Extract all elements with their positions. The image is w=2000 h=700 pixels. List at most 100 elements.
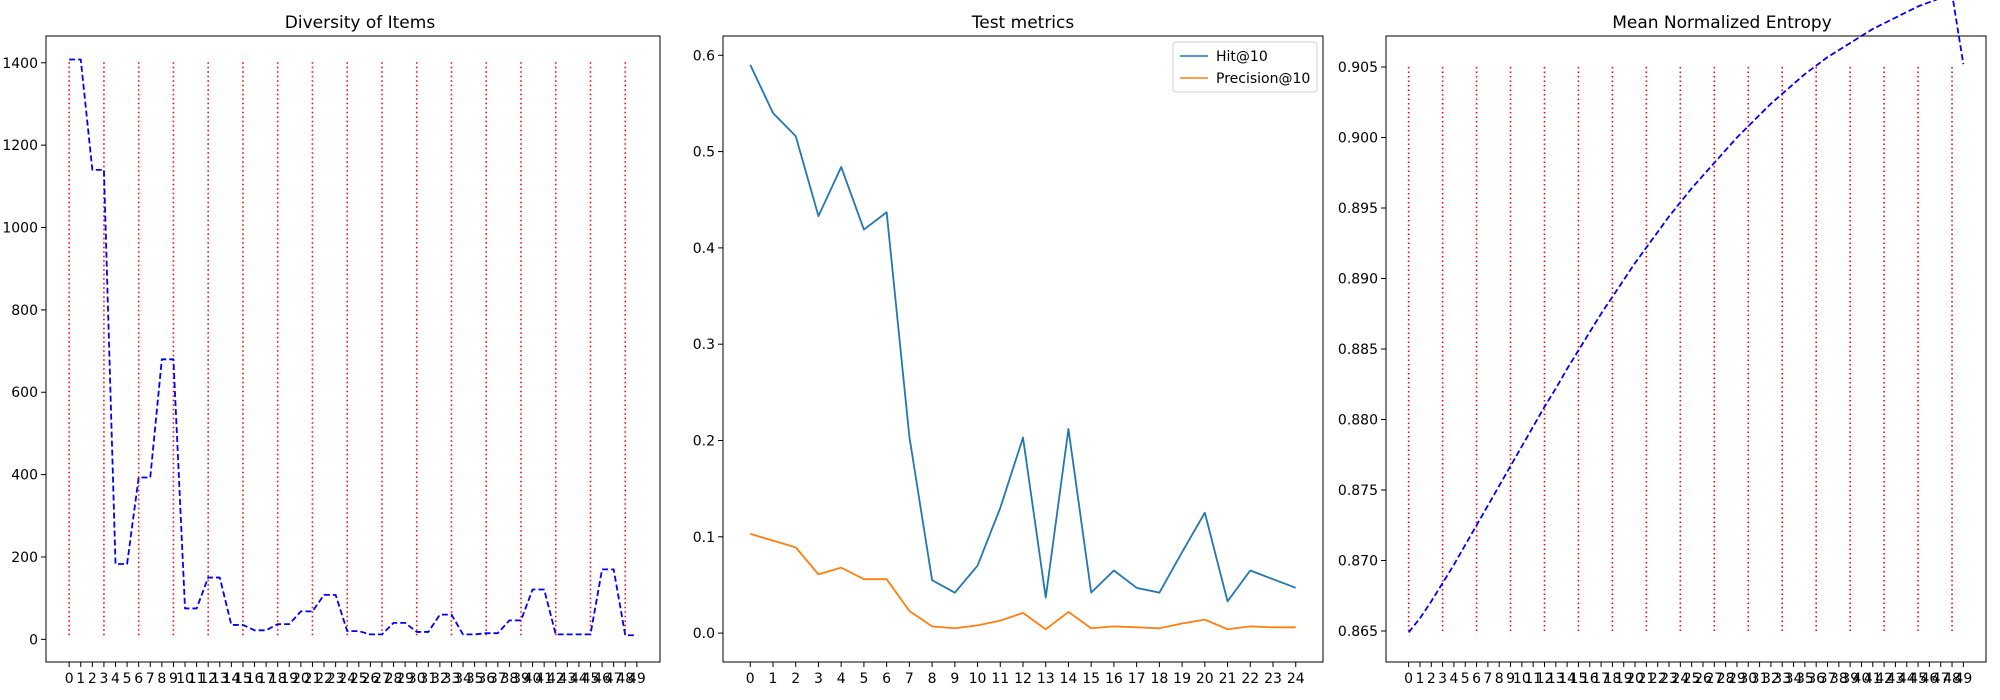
x-tick-label: 14 [1558, 671, 1576, 687]
x-tick-label: 3 [99, 671, 108, 687]
x-tick-label: 39 [1841, 671, 1859, 687]
x-tick-label: 12 [1536, 671, 1554, 687]
series-line-hit10 [749, 64, 1297, 603]
y-tick-label: 200 [11, 550, 38, 566]
x-tick-label: 28 [1717, 671, 1735, 687]
y-tick-label: 0 [29, 632, 38, 648]
x-tick-label: 14 [1060, 671, 1078, 687]
x-tick-label: 15 [1082, 671, 1100, 687]
x-tick-label: 38 [1830, 671, 1848, 687]
chart-title: Mean Normalized Entropy [1612, 13, 1832, 33]
x-tick-label: 12 [1014, 671, 1032, 687]
x-tick-label: 4 [1449, 671, 1458, 687]
legend-label-precision10: Precision@10 [1216, 71, 1310, 87]
y-tick-label: 0.3 [693, 337, 715, 353]
y-axis: 0.865 0.870 0.875 0.880 0.885 0.890 0.895 0.900… [1338, 60, 1386, 640]
legend-box [1172, 41, 1318, 93]
x-tick-label: 49 [1954, 671, 1972, 687]
x-tick-label: 34 [1785, 671, 1803, 687]
x-tick-label: 22 [1241, 671, 1259, 687]
y-tick-label: 0.4 [693, 241, 715, 257]
chart-diversity-of-items: Diversity of Items 0 1 2 3 4 5 6 7 8 910111213141… [2, 13, 661, 687]
x-tick-label: 30 [1739, 671, 1757, 687]
x-tick-label: 16 [1105, 671, 1123, 687]
chart-test-metrics: Test metrics 0 1 2 3 4 5 6 7 8 9 10 11 12 13 14 15 16 17 1… [693, 13, 1324, 687]
y-tick-label: 800 [11, 303, 38, 319]
x-tick-label: 11 [1524, 671, 1542, 687]
x-tick-label: 43 [558, 671, 576, 687]
x-tick-label: 40 [1853, 671, 1871, 687]
x-tick-label: 24 [338, 671, 356, 687]
x-tick-label: 5 [1461, 671, 1470, 687]
x-tick-label: 20 [1626, 671, 1644, 687]
y-tick-label: 0.890 [1338, 272, 1378, 288]
x-tick-label: 2 [791, 671, 800, 687]
x-tick-label: 19 [280, 671, 298, 687]
y-tick-label: 1000 [2, 221, 38, 237]
x-axis: 0 1 2 3 4 5 6 7 8 9 10 11 12 13 14 15 16 17 18 19 20 21 22 23 24 [746, 662, 1305, 687]
x-tick-label: 1 [1416, 671, 1425, 687]
x-tick-label: 16 [1581, 671, 1599, 687]
x-tick-label: 48 [1943, 671, 1961, 687]
x-tick-label: 7 [905, 671, 914, 687]
x-tick-label: 36 [1807, 671, 1825, 687]
x-tick-label: 21 [1219, 671, 1237, 687]
x-tick-label: 25 [350, 671, 368, 687]
y-tick-label: 0.900 [1338, 131, 1378, 147]
legend-label-hit10: Hit@10 [1216, 49, 1268, 65]
x-tick-label: 5 [123, 671, 132, 687]
x-tick-label: 11 [188, 671, 206, 687]
x-tick-label: 28 [385, 671, 403, 687]
x-tick-label: 44 [1898, 671, 1916, 687]
x-tick-label: 26 [361, 671, 379, 687]
x-tick-label: 22 [1649, 671, 1667, 687]
x-tick-label: 22 [315, 671, 333, 687]
x-tick-label: 15 [234, 671, 252, 687]
x-tick-label: 29 [396, 671, 414, 687]
x-tick-label: 25 [1683, 671, 1701, 687]
y-tick-label: 400 [11, 468, 38, 484]
x-tick-label: 46 [1920, 671, 1938, 687]
epoch-marker-lines [68, 60, 627, 636]
x-tick-label: 35 [1796, 671, 1814, 687]
x-tick-label: 36 [477, 671, 495, 687]
y-tick-label: 0.1 [693, 530, 715, 546]
x-tick-label: 10 [1513, 671, 1531, 687]
x-tick-label: 1 [769, 671, 778, 687]
x-tick-label: 17 [257, 671, 275, 687]
x-tick-label: 6 [1472, 671, 1481, 687]
x-tick-label: 37 [489, 671, 507, 687]
x-tick-label: 10 [176, 671, 194, 687]
x-tick-label: 33 [443, 671, 461, 687]
x-tick-label: 42 [547, 671, 565, 687]
x-tick-label: 35 [466, 671, 484, 687]
y-axis: 0 200 400 600 800 1000 1200 1400 [2, 56, 46, 648]
x-tick-label: 44 [570, 671, 588, 687]
x-tick-label: 32 [1762, 671, 1780, 687]
series-layer [69, 58, 637, 637]
x-tick-label: 24 [1671, 671, 1689, 687]
x-tick-label: 7 [146, 671, 155, 687]
x-tick-label: 23 [327, 671, 345, 687]
x-tick-label: 4 [837, 671, 846, 687]
x-tick-label: 30 [408, 671, 426, 687]
y-tick-label: 0.2 [693, 433, 715, 449]
x-tick-label: 42 [1875, 671, 1893, 687]
x-tick-label: 3 [1438, 671, 1447, 687]
x-tick-label: 9 [1506, 671, 1515, 687]
x-tick-label: 18 [1604, 671, 1622, 687]
x-tick-label: 8 [928, 671, 937, 687]
x-tick-label: 24 [1287, 671, 1305, 687]
chart-title: Diversity of Items [285, 13, 436, 33]
x-tick-label: 27 [373, 671, 391, 687]
x-axis: 0 1 2 3 4 5 6 7 8 9101112131415161718192021222324… [65, 662, 646, 687]
x-tick-label: 3 [814, 671, 823, 687]
x-tick-label: 48 [616, 671, 634, 687]
y-tick-label: 0.905 [1338, 60, 1378, 76]
x-tick-label: 29 [1728, 671, 1746, 687]
x-tick-label: 9 [950, 671, 959, 687]
x-tick-label: 8 [157, 671, 166, 687]
y-tick-label: 600 [11, 385, 38, 401]
x-tick-label: 0 [1404, 671, 1413, 687]
